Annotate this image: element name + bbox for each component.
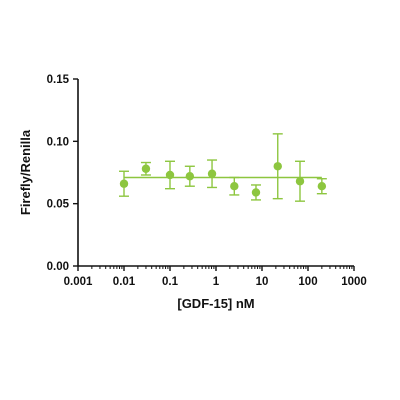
- x-tick-label: 10: [256, 276, 269, 288]
- data-point: [207, 169, 217, 178]
- data-point: [185, 172, 195, 181]
- data-point: [165, 170, 175, 180]
- y-tick-label: 0.05: [47, 199, 70, 211]
- y-tick-label: 0.15: [47, 74, 70, 86]
- x-tick-label: 0.01: [113, 276, 136, 288]
- data-point: [119, 179, 129, 188]
- x-tick-label: 1: [213, 276, 220, 288]
- x-tick-label: 1000: [341, 276, 367, 288]
- y-axis-title: Firefly/Renilla: [18, 129, 33, 215]
- x-axis-title: [GDF-15] nM: [177, 296, 254, 311]
- plot-area: [119, 133, 327, 202]
- data-point: [273, 162, 282, 171]
- y-tick-label: 0.10: [47, 136, 69, 148]
- data-point: [141, 164, 151, 173]
- y-tick-label: 0.00: [47, 261, 69, 273]
- data-point: [251, 188, 261, 197]
- x-tick-label: 0.001: [64, 276, 93, 288]
- x-tick-label: 100: [298, 276, 317, 288]
- data-point: [295, 177, 305, 186]
- ticks: 0.001 0.01 0.1 1 10 100 1000 0.00 0.05 0.10 0.15: [47, 74, 367, 288]
- data-point: [317, 182, 327, 191]
- data-point: [230, 182, 239, 191]
- x-tick-label: 0.1: [162, 276, 179, 288]
